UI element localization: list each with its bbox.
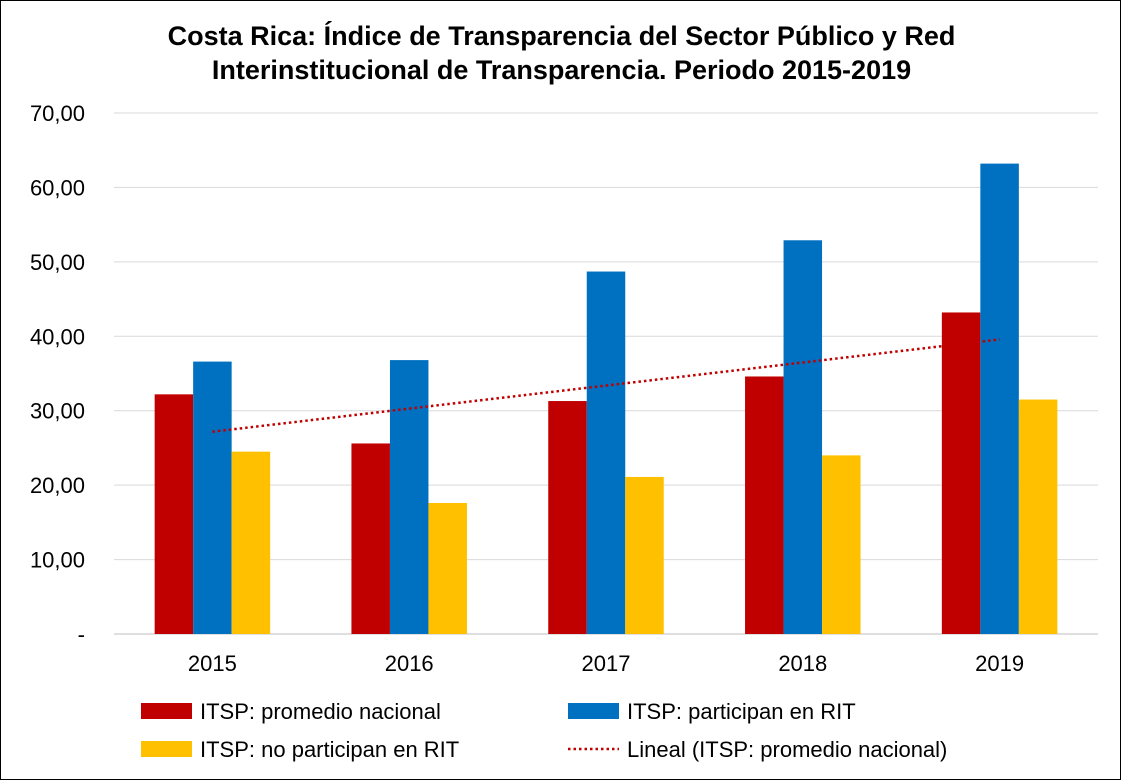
x-tick-label: 2017 bbox=[582, 651, 631, 676]
bar bbox=[980, 163, 1019, 634]
x-tick-label: 2015 bbox=[188, 651, 237, 676]
bar bbox=[1018, 399, 1058, 634]
legend-label: ITSP: participan en RIT bbox=[627, 699, 856, 724]
y-tick-label: 40,00 bbox=[30, 324, 85, 349]
legend-swatch bbox=[141, 741, 192, 757]
y-tick-label: - bbox=[78, 622, 85, 647]
legend-swatch bbox=[568, 703, 619, 719]
y-tick-label: 10,00 bbox=[30, 548, 85, 573]
bar bbox=[745, 376, 784, 634]
bar bbox=[941, 312, 981, 634]
bar bbox=[822, 455, 861, 634]
bar bbox=[193, 361, 232, 634]
x-tick-label: 2016 bbox=[385, 651, 434, 676]
bars bbox=[154, 163, 1058, 634]
chart-title: Costa Rica: Índice de Transparencia del … bbox=[167, 21, 956, 85]
trendline-line bbox=[212, 338, 1000, 433]
y-tick-label: 50,00 bbox=[30, 250, 85, 275]
y-tick-label: 20,00 bbox=[30, 473, 85, 498]
bar bbox=[625, 476, 664, 634]
bar bbox=[586, 271, 626, 634]
y-tick-label: 70,00 bbox=[30, 101, 85, 126]
bar bbox=[428, 503, 467, 634]
bar bbox=[783, 240, 823, 634]
axes: - 10,00 20,00 30,00 40,00 50,00 60,00 70,00 2015… bbox=[30, 101, 1024, 676]
x-tick-label: 2019 bbox=[975, 651, 1024, 676]
legend-label: ITSP: promedio nacional bbox=[200, 699, 441, 724]
bar bbox=[154, 394, 194, 634]
legend-swatch bbox=[141, 703, 192, 719]
bar bbox=[389, 360, 429, 634]
bar bbox=[231, 451, 271, 634]
legend-label: ITSP: no participan en RIT bbox=[200, 737, 459, 762]
y-tick-label: 60,00 bbox=[30, 175, 85, 200]
y-tick-label: 30,00 bbox=[30, 399, 85, 424]
bar bbox=[548, 401, 587, 634]
legend-label: Lineal (ITSP: promedio nacional) bbox=[627, 737, 947, 762]
trendline bbox=[212, 338, 1000, 433]
legend: ITSP: promedio nacional ITSP: participan … bbox=[141, 699, 947, 762]
x-tick-label: 2018 bbox=[778, 651, 827, 676]
bar bbox=[351, 443, 390, 634]
